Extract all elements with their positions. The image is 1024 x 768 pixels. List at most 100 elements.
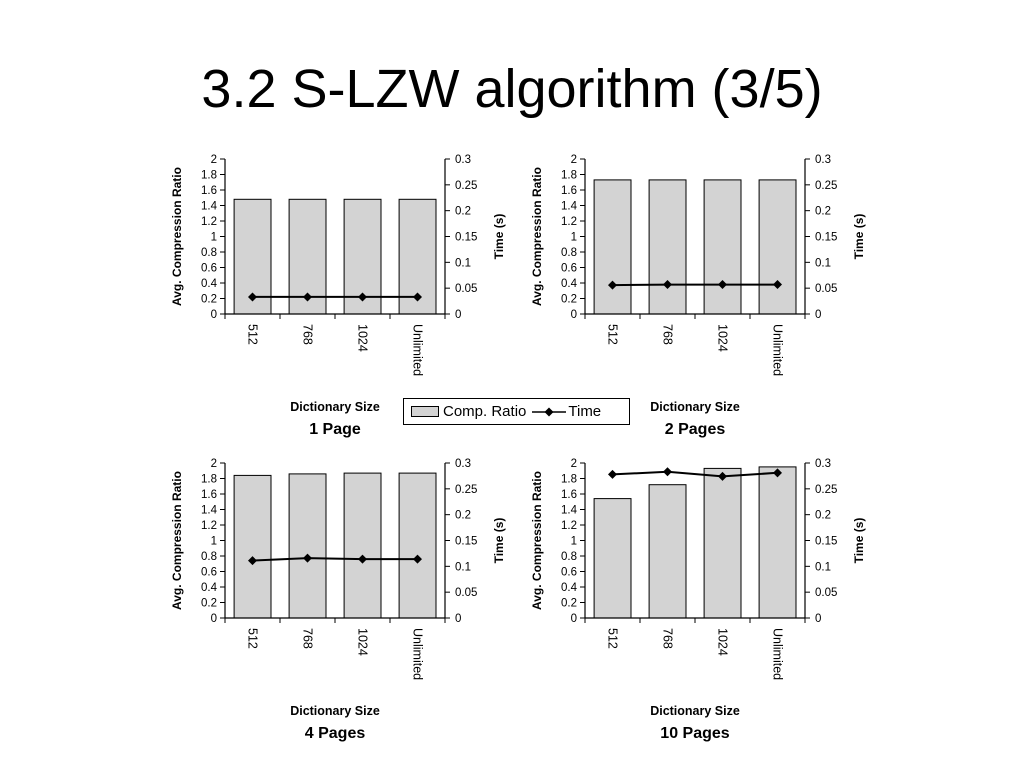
left-tick-label: 1 bbox=[211, 536, 217, 548]
x-tick-label: Unlimited bbox=[411, 628, 425, 680]
left-tick-label: 0 bbox=[571, 613, 577, 625]
legend-bar-swatch bbox=[411, 406, 439, 417]
bar-512 bbox=[593, 179, 632, 315]
left-tick-label: 0.8 bbox=[201, 247, 217, 259]
left-tick-label: 0 bbox=[571, 309, 577, 321]
bar-768 bbox=[288, 473, 327, 619]
x-tick-label: 1024 bbox=[716, 324, 730, 352]
time-point-1024 bbox=[358, 554, 367, 564]
right-tick-label: 0.05 bbox=[455, 587, 477, 599]
left-tick-label: 0.6 bbox=[201, 263, 217, 275]
right-tick-label: 0.05 bbox=[815, 587, 837, 599]
x-tick-label: 768 bbox=[301, 324, 315, 345]
time-point-768 bbox=[663, 280, 672, 290]
chart-title: 4 Pages bbox=[305, 725, 366, 742]
left-tick-label: 1.4 bbox=[561, 201, 578, 213]
bar-512 bbox=[593, 498, 632, 619]
right-tick-label: 0.3 bbox=[455, 154, 471, 166]
left-tick-label: 0.8 bbox=[561, 551, 577, 563]
left-tick-label: 0.6 bbox=[561, 567, 577, 579]
left-tick-label: 1.8 bbox=[201, 474, 217, 486]
legend-bar-label: Comp. Ratio bbox=[443, 403, 527, 420]
left-tick-label: 0.2 bbox=[561, 294, 577, 306]
time-point-unlimited bbox=[773, 468, 782, 478]
right-tick-label: 0.05 bbox=[815, 283, 837, 295]
right-tick-label: 0.1 bbox=[815, 561, 831, 573]
right-tick-label: 0.25 bbox=[455, 484, 477, 496]
legend-line-label: Time bbox=[568, 403, 602, 420]
x-tick-label: 1024 bbox=[356, 628, 370, 656]
bar-unlimited bbox=[398, 472, 437, 619]
time-point-512 bbox=[248, 556, 257, 566]
right-tick-label: 0.3 bbox=[455, 458, 471, 470]
left-tick-label: 1.6 bbox=[201, 185, 217, 197]
left-tick-label: 1 bbox=[571, 536, 577, 548]
time-point-512 bbox=[608, 469, 617, 479]
x-tick-label: 1024 bbox=[716, 628, 730, 656]
x-tick-label: 512 bbox=[246, 628, 260, 649]
right-tick-label: 0 bbox=[455, 309, 461, 321]
left-tick-label: 1.4 bbox=[201, 505, 218, 517]
right-tick-label: 0.3 bbox=[815, 154, 831, 166]
right-tick-label: 0 bbox=[455, 613, 461, 625]
right-tick-label: 0.25 bbox=[815, 484, 837, 496]
legend-line-marker-icon bbox=[532, 407, 567, 416]
chart-title: 10 Pages bbox=[660, 725, 729, 742]
left-tick-label: 0.4 bbox=[201, 278, 218, 290]
right-tick-label: 0.3 bbox=[815, 458, 831, 470]
left-tick-label: 1.2 bbox=[201, 216, 217, 228]
time-point-unlimited bbox=[773, 280, 782, 290]
slide-title: 3.2 S-LZW algorithm (3/5) bbox=[201, 59, 823, 119]
right-tick-label: 0.1 bbox=[815, 257, 831, 269]
left-tick-label: 0 bbox=[211, 613, 217, 625]
bar-1024 bbox=[703, 179, 742, 315]
x-tick-label: 768 bbox=[661, 324, 675, 345]
x-tick-label: 768 bbox=[661, 628, 675, 649]
left-tick-label: 2 bbox=[571, 458, 577, 470]
x-tick-label: Unlimited bbox=[771, 628, 785, 680]
time-point-unlimited bbox=[413, 292, 422, 302]
left-tick-label: 0.2 bbox=[201, 598, 217, 610]
bar-1024 bbox=[343, 472, 382, 619]
right-tick-label: 0.25 bbox=[455, 180, 477, 192]
right-tick-label: 0 bbox=[815, 613, 821, 625]
right-tick-label: 0.1 bbox=[455, 561, 471, 573]
left-tick-label: 0.4 bbox=[201, 582, 218, 594]
right-tick-label: 0.2 bbox=[815, 510, 831, 522]
x-tick-label: 512 bbox=[606, 628, 620, 649]
bar-1024 bbox=[703, 467, 742, 619]
time-point-unlimited bbox=[413, 554, 422, 564]
left-tick-label: 0 bbox=[211, 309, 217, 321]
x-tick-label: 1024 bbox=[356, 324, 370, 352]
left-tick-label: 0.2 bbox=[561, 598, 577, 610]
right-tick-label: 0.25 bbox=[815, 180, 837, 192]
x-tick-label: 768 bbox=[301, 628, 315, 649]
x-axis-title: Dictionary Size bbox=[650, 704, 740, 718]
x-axis-title: Dictionary Size bbox=[290, 704, 380, 718]
left-tick-label: 0.4 bbox=[561, 582, 578, 594]
left-tick-label: 2 bbox=[571, 154, 577, 166]
bar-768 bbox=[648, 484, 687, 619]
y-axis-title: Avg. Compression Ratio bbox=[170, 167, 184, 306]
left-tick-label: 1 bbox=[211, 232, 217, 244]
right-tick-label: 0.15 bbox=[455, 232, 477, 244]
left-tick-label: 1.2 bbox=[561, 520, 577, 532]
time-line bbox=[612, 283, 778, 287]
right-tick-label: 0.15 bbox=[815, 232, 837, 244]
time-point-512 bbox=[248, 292, 257, 302]
time-point-512 bbox=[608, 280, 617, 290]
y2-axis-title: Time (s) bbox=[852, 518, 866, 564]
right-tick-label: 0.1 bbox=[455, 257, 471, 269]
left-tick-label: 0.4 bbox=[561, 278, 578, 290]
left-tick-label: 1.8 bbox=[201, 170, 217, 182]
y-axis-title: Avg. Compression Ratio bbox=[530, 167, 544, 306]
left-tick-label: 2 bbox=[211, 154, 217, 166]
left-tick-label: 0.6 bbox=[561, 263, 577, 275]
chart-title: 2 Pages bbox=[665, 421, 726, 438]
time-point-768 bbox=[303, 553, 312, 563]
time-line bbox=[612, 470, 778, 478]
bar-512 bbox=[233, 474, 272, 619]
time-point-1024 bbox=[718, 280, 727, 290]
right-tick-label: 0.2 bbox=[455, 510, 471, 522]
